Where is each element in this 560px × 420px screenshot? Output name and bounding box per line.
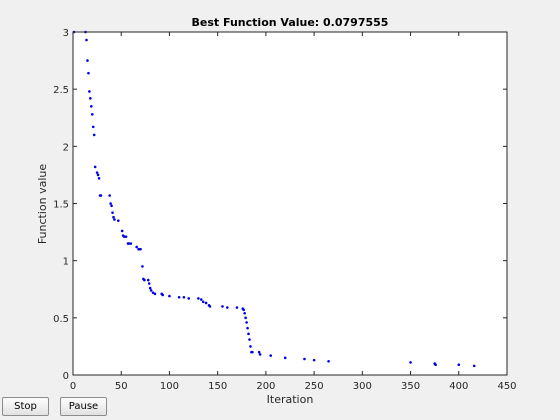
data-point bbox=[434, 363, 437, 367]
axes-background bbox=[73, 32, 507, 375]
data-point bbox=[312, 358, 316, 362]
data-point bbox=[85, 38, 88, 42]
data-point bbox=[153, 292, 157, 296]
data-point bbox=[88, 90, 91, 93]
data-point bbox=[197, 297, 200, 300]
data-point bbox=[409, 361, 412, 364]
data-point bbox=[99, 194, 103, 197]
x-tick-label: 100 bbox=[160, 381, 179, 392]
data-point bbox=[257, 350, 261, 354]
y-axis-ticks: 0 0.5 1 1.5 2 2.5 3 bbox=[53, 28, 507, 382]
data-point bbox=[112, 215, 115, 219]
data-point bbox=[108, 194, 111, 197]
data-point bbox=[242, 308, 246, 312]
data-point bbox=[113, 218, 116, 221]
x-tick-label: 150 bbox=[208, 381, 227, 392]
data-point bbox=[177, 295, 181, 299]
data-point bbox=[327, 359, 330, 363]
y-tick-label: 0 bbox=[63, 371, 69, 382]
data-point bbox=[89, 97, 92, 100]
data-point bbox=[243, 311, 246, 315]
x-tick-label: 300 bbox=[353, 381, 372, 392]
data-point bbox=[141, 265, 144, 268]
stop-button[interactable]: Stop bbox=[2, 397, 49, 416]
data-point bbox=[472, 364, 476, 368]
x-axis-label: Iteration bbox=[267, 393, 314, 406]
x-tick-label: 250 bbox=[305, 381, 324, 392]
data-point bbox=[146, 278, 150, 282]
y-tick-label: 2.5 bbox=[53, 85, 69, 96]
chart-title: Best Function Value: 0.0797555 bbox=[192, 16, 389, 29]
data-point bbox=[221, 305, 224, 308]
data-point bbox=[168, 294, 171, 298]
data-point bbox=[187, 297, 191, 300]
data-point bbox=[249, 345, 252, 348]
data-point bbox=[90, 105, 93, 108]
x-tick-label: 50 bbox=[115, 381, 128, 392]
data-point bbox=[95, 171, 99, 174]
y-axis-label: Function value bbox=[36, 164, 49, 245]
pause-button[interactable]: Pause bbox=[60, 397, 107, 416]
data-point bbox=[90, 113, 94, 116]
x-axis-ticks: 0 50 100 150 200 250 300 350 400 450 bbox=[70, 32, 517, 392]
data-point bbox=[93, 165, 97, 169]
data-point bbox=[87, 71, 90, 75]
data-point bbox=[96, 173, 100, 177]
data-point bbox=[127, 242, 131, 245]
y-tick-label: 1 bbox=[63, 257, 69, 268]
data-point bbox=[199, 298, 203, 301]
data-point bbox=[283, 356, 287, 360]
data-point bbox=[122, 235, 126, 238]
x-tick-label: 450 bbox=[497, 381, 516, 392]
data-point bbox=[201, 300, 205, 304]
data-point bbox=[120, 229, 124, 233]
data-point bbox=[251, 350, 254, 354]
data-point bbox=[91, 125, 95, 129]
x-tick-label: 400 bbox=[449, 381, 468, 392]
data-point bbox=[303, 357, 306, 361]
data-point bbox=[111, 211, 114, 214]
data-point bbox=[135, 245, 138, 249]
data-point bbox=[139, 247, 142, 251]
x-tick-label: 350 bbox=[401, 381, 420, 392]
y-tick-label: 2 bbox=[63, 142, 69, 153]
data-point bbox=[109, 202, 112, 205]
data-point bbox=[208, 305, 212, 308]
data-point bbox=[246, 326, 249, 330]
data-point bbox=[269, 354, 273, 357]
data-point bbox=[143, 278, 146, 282]
data-point bbox=[457, 363, 461, 367]
data-point bbox=[92, 133, 96, 137]
data-point bbox=[151, 291, 155, 294]
data-point bbox=[235, 306, 239, 309]
data-point bbox=[110, 204, 113, 208]
data-point bbox=[244, 316, 247, 320]
y-tick-label: 1.5 bbox=[53, 200, 69, 211]
data-point bbox=[149, 289, 153, 292]
data-point bbox=[147, 282, 151, 285]
data-point bbox=[117, 219, 120, 222]
data-point bbox=[248, 338, 251, 341]
data-points bbox=[72, 30, 476, 368]
data-point bbox=[129, 242, 133, 245]
data-point bbox=[124, 235, 128, 238]
data-point bbox=[148, 286, 152, 290]
data-point bbox=[182, 295, 186, 299]
data-point bbox=[247, 332, 250, 336]
data-point bbox=[86, 59, 89, 62]
y-tick-label: 0.5 bbox=[53, 314, 69, 325]
data-point bbox=[245, 321, 248, 324]
data-point bbox=[226, 306, 229, 309]
data-point bbox=[137, 247, 140, 251]
y-tick-label: 3 bbox=[63, 28, 69, 39]
data-point bbox=[258, 353, 262, 356]
data-point bbox=[204, 301, 208, 305]
x-tick-label: 200 bbox=[256, 381, 275, 392]
x-tick-label: 0 bbox=[70, 381, 76, 392]
data-point bbox=[161, 293, 164, 297]
data-point bbox=[97, 177, 101, 180]
